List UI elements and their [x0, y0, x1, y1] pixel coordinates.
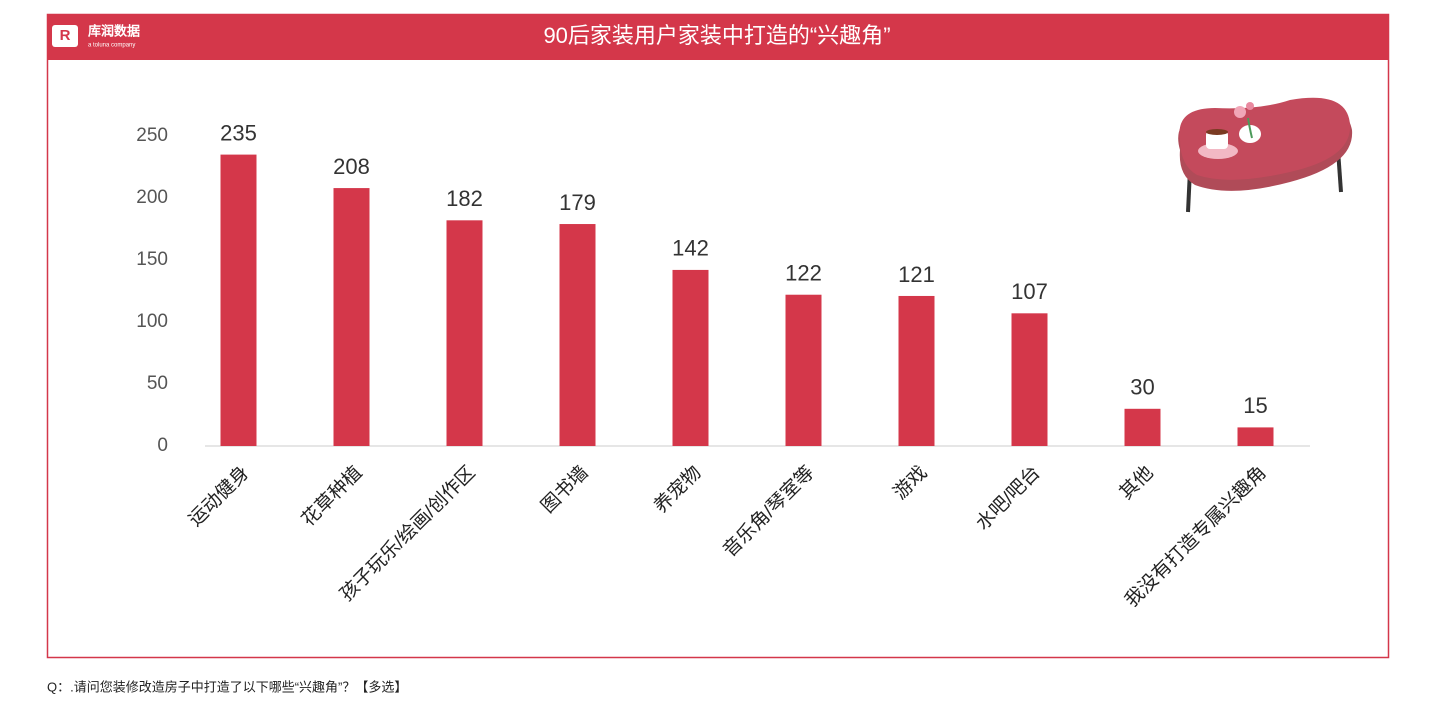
value-label: 179	[559, 190, 596, 215]
y-tick-label: 0	[157, 435, 168, 456]
value-label: 30	[1130, 375, 1154, 400]
header-bar	[47, 14, 1389, 60]
bar	[785, 294, 822, 446]
logo-name: 库润数据	[88, 23, 140, 38]
logo: R 库润数据 a toluna company	[52, 23, 140, 49]
y-tick-label: 100	[136, 311, 168, 332]
y-tick-label: 50	[147, 373, 168, 394]
bar	[1124, 408, 1161, 446]
footnote: Q：.请问您装修改造房子中打造了以下哪些“兴趣角”？【多选】	[47, 679, 407, 694]
bar	[220, 154, 257, 446]
chart-title: 90后家装用户家装中打造的“兴趣角”	[543, 23, 890, 48]
logo-letter: R	[60, 27, 71, 44]
value-label: 235	[220, 120, 257, 145]
logo-mark	[52, 25, 78, 47]
table-illustration	[1178, 97, 1353, 213]
y-tick-label: 250	[136, 125, 168, 146]
bar	[1011, 313, 1048, 446]
bar	[672, 269, 709, 446]
value-label: 122	[785, 261, 822, 286]
bar	[559, 224, 596, 446]
value-label: 15	[1243, 393, 1267, 418]
value-label: 107	[1011, 279, 1048, 304]
logo-tagline: a toluna company	[88, 43, 135, 49]
bar	[333, 188, 370, 446]
bar	[898, 295, 935, 446]
value-label: 182	[446, 186, 483, 211]
value-label: 121	[898, 262, 935, 287]
value-label: 208	[333, 154, 370, 179]
y-tick-label: 150	[136, 249, 168, 270]
bar	[446, 220, 483, 446]
value-label: 142	[672, 236, 709, 261]
y-tick-label: 200	[136, 187, 168, 208]
frame	[46, 13, 1390, 659]
bar	[1237, 427, 1274, 446]
